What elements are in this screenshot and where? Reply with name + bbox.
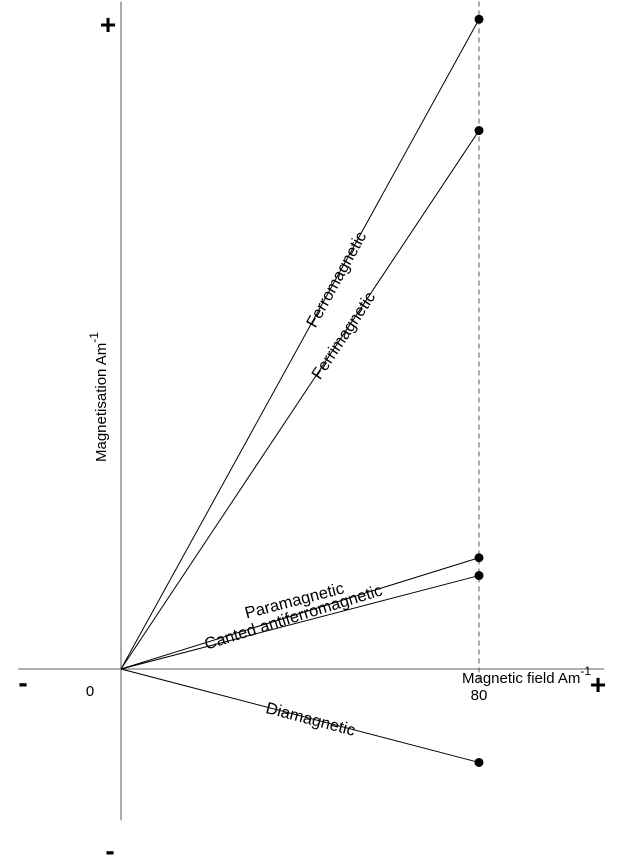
x-axis-label: Magnetic field Am-1 <box>462 664 591 687</box>
x-tick-label-80: 80 <box>471 687 488 704</box>
data-point-paramagnetic <box>474 571 484 581</box>
y-axis-label-text: Magnetisation Am <box>93 343 110 462</box>
series-line-canted-antiferromagnetic <box>120 557 480 670</box>
data-point-ferromagnetic <box>474 14 484 24</box>
x-axis-label-sup: -1 <box>580 664 591 678</box>
y-negative-sign: - <box>105 835 114 863</box>
data-point-ferrimagnetic <box>474 126 484 136</box>
x-axis-label-text: Magnetic field Am <box>462 670 580 687</box>
data-point-canted-antiferromagnetic <box>474 553 484 563</box>
series-line-ferrimagnetic <box>120 130 480 670</box>
x-positive-sign: + <box>590 669 606 700</box>
series-label-diamagnetic: Diamagnetic <box>264 699 357 740</box>
series-line-diamagnetic <box>120 668 480 763</box>
y-positive-sign: + <box>100 9 116 40</box>
y-axis-label: Magnetisation Am-1 <box>87 332 110 462</box>
origin-label: 0 <box>86 683 94 700</box>
series-line-ferromagnetic <box>120 19 480 670</box>
x-negative-sign: - <box>18 667 27 698</box>
data-point-diamagnetic <box>474 757 484 767</box>
y-axis-label-sup: -1 <box>87 332 101 343</box>
series-line-paramagnetic <box>120 575 480 670</box>
